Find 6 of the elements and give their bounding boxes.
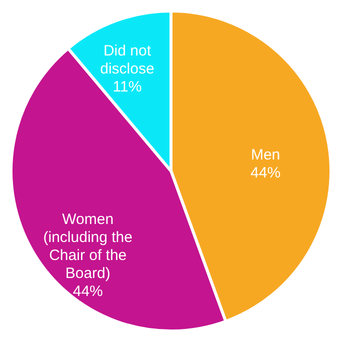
data-label: 44%	[250, 164, 281, 182]
slice-label: Men	[250, 146, 280, 164]
data-label: 44%	[72, 283, 103, 300]
slice-label: Did not disclose	[100, 42, 154, 78]
data-label: 11%	[112, 78, 142, 96]
slice-label: Women (including the Chair of the Board)	[43, 211, 132, 282]
